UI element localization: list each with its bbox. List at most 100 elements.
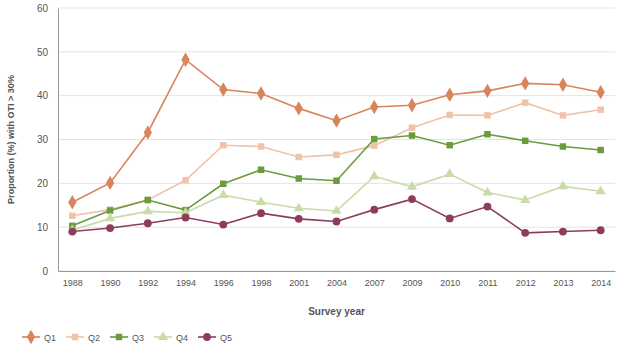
grid-line (58, 271, 615, 272)
series-point (296, 154, 302, 160)
series-point (446, 88, 454, 102)
x-tick-label: 2007 (365, 278, 385, 288)
y-tick: 0 (42, 266, 58, 277)
legend-label: Q1 (44, 333, 56, 343)
series-point (143, 206, 153, 215)
x-tick: 2010 (440, 271, 460, 288)
series-point (294, 202, 304, 211)
x-tick: 1990 (101, 271, 121, 288)
series-point (106, 176, 114, 190)
x-tick: 2012 (516, 271, 536, 288)
y-tick-label: 30 (37, 134, 49, 145)
series-point (295, 215, 303, 223)
series-point (258, 167, 264, 173)
series-point (258, 143, 264, 149)
series (68, 195, 604, 237)
x-tick-label: 2013 (553, 278, 573, 288)
x-tick: 2004 (327, 271, 347, 288)
x-tick: 1988 (63, 271, 83, 288)
x-tick-label: 2014 (591, 278, 611, 288)
x-tick-label: 1990 (101, 278, 121, 288)
series-point (219, 82, 227, 96)
series-point (446, 142, 452, 148)
y-tick: 10 (37, 222, 58, 233)
series-point (220, 181, 226, 187)
series-point (408, 195, 416, 203)
x-tick: 2014 (591, 271, 611, 288)
series-point (597, 106, 603, 112)
legend-symbol (72, 334, 78, 340)
series-point (596, 185, 606, 194)
x-axis: 1988199019921994199619982001200420072009… (59, 271, 616, 288)
y-tick-label: 50 (37, 47, 49, 58)
y-axis-title: Proportion (%) with OTI > 30% (6, 75, 16, 204)
legend-symbol (116, 334, 122, 340)
series-point (182, 177, 188, 183)
x-tick: 1992 (138, 271, 158, 288)
x-tick-label: 2011 (478, 278, 497, 288)
legend-item: Q2 (66, 333, 100, 343)
y-tick-label: 20 (37, 178, 49, 189)
series-point (371, 142, 377, 148)
x-tick: 2011 (478, 271, 497, 288)
y-tick-label: 10 (37, 222, 49, 233)
series-point (559, 228, 567, 236)
series-point (105, 213, 115, 222)
x-tick-label: 1994 (176, 278, 196, 288)
series-point (145, 197, 151, 203)
x-tick-label: 2009 (402, 278, 422, 288)
series-line (72, 134, 600, 226)
x-tick: 2001 (289, 271, 309, 288)
series-point (521, 76, 529, 90)
series (67, 168, 605, 233)
legend-label: Q3 (132, 333, 144, 343)
legend-label: Q4 (176, 333, 188, 343)
legend: Q1Q2Q3Q4Q5 (22, 330, 232, 344)
series-point (296, 175, 302, 181)
series-point (483, 84, 491, 98)
series-point (370, 206, 378, 214)
series-point (371, 136, 377, 142)
y-axis-line (58, 9, 59, 272)
series-point (219, 221, 227, 229)
x-tick-label: 2001 (289, 278, 309, 288)
series-point (220, 142, 226, 148)
series-line (72, 60, 600, 202)
series-point (445, 168, 455, 177)
legend-item: Q4 (154, 331, 188, 342)
series-point (333, 152, 339, 158)
grid-line (58, 95, 615, 96)
series (68, 53, 605, 210)
series-point (597, 226, 605, 234)
series-point (257, 209, 265, 217)
series-point (407, 181, 417, 190)
series-point (68, 228, 76, 236)
series-point (558, 181, 568, 190)
series-point (332, 113, 340, 127)
series-line (72, 174, 600, 230)
legend-symbol (158, 331, 168, 340)
x-tick-label: 1996 (214, 278, 234, 288)
series-point (69, 213, 75, 219)
x-tick: 2013 (553, 271, 573, 288)
series-point (333, 177, 339, 183)
series-point (144, 125, 152, 139)
series-point (484, 131, 490, 137)
series-point (369, 171, 379, 180)
x-tick: 2009 (402, 271, 422, 288)
grid-line (58, 227, 615, 228)
series-point (145, 197, 151, 203)
series-point (256, 196, 266, 205)
x-tick: 2007 (365, 271, 385, 288)
series-point (370, 100, 378, 114)
legend-symbol (203, 333, 211, 341)
legend-item: Q3 (110, 333, 144, 343)
chart: 0102030405060198819901992199419961998200… (0, 0, 632, 353)
legend-label: Q2 (88, 333, 100, 343)
plot-marks (67, 53, 605, 237)
series (69, 131, 604, 229)
series-point (181, 53, 189, 67)
y-tick-label: 60 (37, 3, 49, 14)
series-point (408, 98, 416, 112)
series-point (446, 112, 452, 118)
